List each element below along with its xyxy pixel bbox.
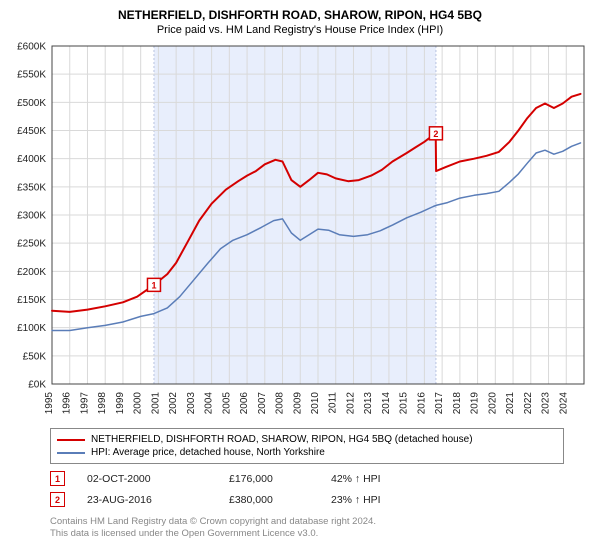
sale-marker-icon: 2 [50, 492, 65, 507]
legend-swatch [57, 439, 85, 441]
legend-item: HPI: Average price, detached house, Nort… [57, 446, 557, 459]
svg-text:2014: 2014 [381, 392, 392, 415]
chart-title: NETHERFIELD, DISHFORTH ROAD, SHAROW, RIP… [0, 0, 600, 22]
sale-row: 2 23-AUG-2016 £380,000 23% ↑ HPI [50, 489, 564, 510]
svg-text:2024: 2024 [558, 392, 569, 415]
svg-text:2015: 2015 [399, 392, 410, 415]
svg-text:£350K: £350K [17, 182, 46, 193]
svg-text:2004: 2004 [204, 392, 215, 415]
svg-text:£150K: £150K [17, 295, 46, 306]
svg-text:2017: 2017 [434, 392, 445, 415]
sale-date: 02-OCT-2000 [87, 473, 207, 485]
svg-text:£200K: £200K [17, 267, 46, 278]
sale-price: £380,000 [229, 494, 309, 506]
svg-text:2011: 2011 [328, 392, 339, 414]
svg-text:£450K: £450K [17, 126, 46, 137]
svg-text:2013: 2013 [363, 392, 374, 415]
svg-text:2023: 2023 [541, 392, 552, 415]
sale-price: £176,000 [229, 473, 309, 485]
price-chart-svg: £0K £50K £100K £150K £200K £250K £300K £350K £40… [0, 42, 600, 422]
svg-text:2000: 2000 [133, 392, 144, 415]
svg-text:2003: 2003 [186, 392, 197, 415]
svg-text:£550K: £550K [17, 70, 46, 81]
footer-attribution: Contains HM Land Registry data © Crown c… [50, 516, 564, 541]
legend-label: NETHERFIELD, DISHFORTH ROAD, SHAROW, RIP… [91, 434, 473, 445]
svg-text:2022: 2022 [523, 392, 534, 415]
svg-text:1999: 1999 [115, 392, 126, 415]
svg-text:£500K: £500K [17, 98, 46, 109]
svg-text:2002: 2002 [168, 392, 179, 415]
svg-text:2020: 2020 [487, 392, 498, 415]
footer-line: This data is licensed under the Open Gov… [50, 528, 564, 540]
sale-marker-icon: 1 [50, 471, 65, 486]
svg-text:2021: 2021 [505, 392, 516, 415]
svg-text:2018: 2018 [452, 392, 463, 415]
svg-text:£250K: £250K [17, 239, 46, 250]
svg-text:£50K: £50K [23, 351, 47, 362]
svg-text:2008: 2008 [275, 392, 286, 415]
svg-text:£300K: £300K [17, 211, 46, 222]
svg-text:2007: 2007 [257, 392, 268, 415]
chart-area: £0K £50K £100K £150K £200K £250K £300K £350K £40… [0, 42, 600, 422]
svg-text:2001: 2001 [150, 392, 161, 415]
sale-row: 1 02-OCT-2000 £176,000 42% ↑ HPI [50, 468, 564, 489]
svg-text:1997: 1997 [79, 392, 90, 415]
legend-swatch [57, 452, 85, 454]
legend: NETHERFIELD, DISHFORTH ROAD, SHAROW, RIP… [50, 428, 564, 464]
svg-text:2009: 2009 [292, 392, 303, 415]
svg-text:£400K: £400K [17, 154, 46, 165]
svg-text:1: 1 [151, 280, 156, 290]
chart-subtitle: Price paid vs. HM Land Registry's House … [0, 22, 600, 42]
svg-text:1996: 1996 [62, 392, 73, 415]
svg-text:2006: 2006 [239, 392, 250, 415]
footer-line: Contains HM Land Registry data © Crown c… [50, 516, 564, 528]
legend-item: NETHERFIELD, DISHFORTH ROAD, SHAROW, RIP… [57, 433, 557, 446]
sale-diff: 23% ↑ HPI [331, 494, 431, 506]
svg-text:2: 2 [433, 129, 438, 139]
sale-date: 23-AUG-2016 [87, 494, 207, 506]
svg-text:1995: 1995 [44, 392, 55, 415]
sale-diff: 42% ↑ HPI [331, 473, 431, 485]
svg-text:2005: 2005 [221, 392, 232, 415]
legend-label: HPI: Average price, detached house, Nort… [91, 447, 325, 458]
svg-text:£600K: £600K [17, 42, 46, 53]
svg-text:2019: 2019 [470, 392, 481, 415]
svg-text:2012: 2012 [345, 392, 356, 415]
svg-text:1998: 1998 [97, 392, 108, 415]
sale-table: 1 02-OCT-2000 £176,000 42% ↑ HPI 2 23-AUG-201… [50, 468, 564, 510]
svg-text:2016: 2016 [416, 392, 427, 415]
svg-text:£0K: £0K [28, 380, 46, 391]
svg-text:£100K: £100K [17, 323, 46, 334]
svg-text:2010: 2010 [310, 392, 321, 415]
